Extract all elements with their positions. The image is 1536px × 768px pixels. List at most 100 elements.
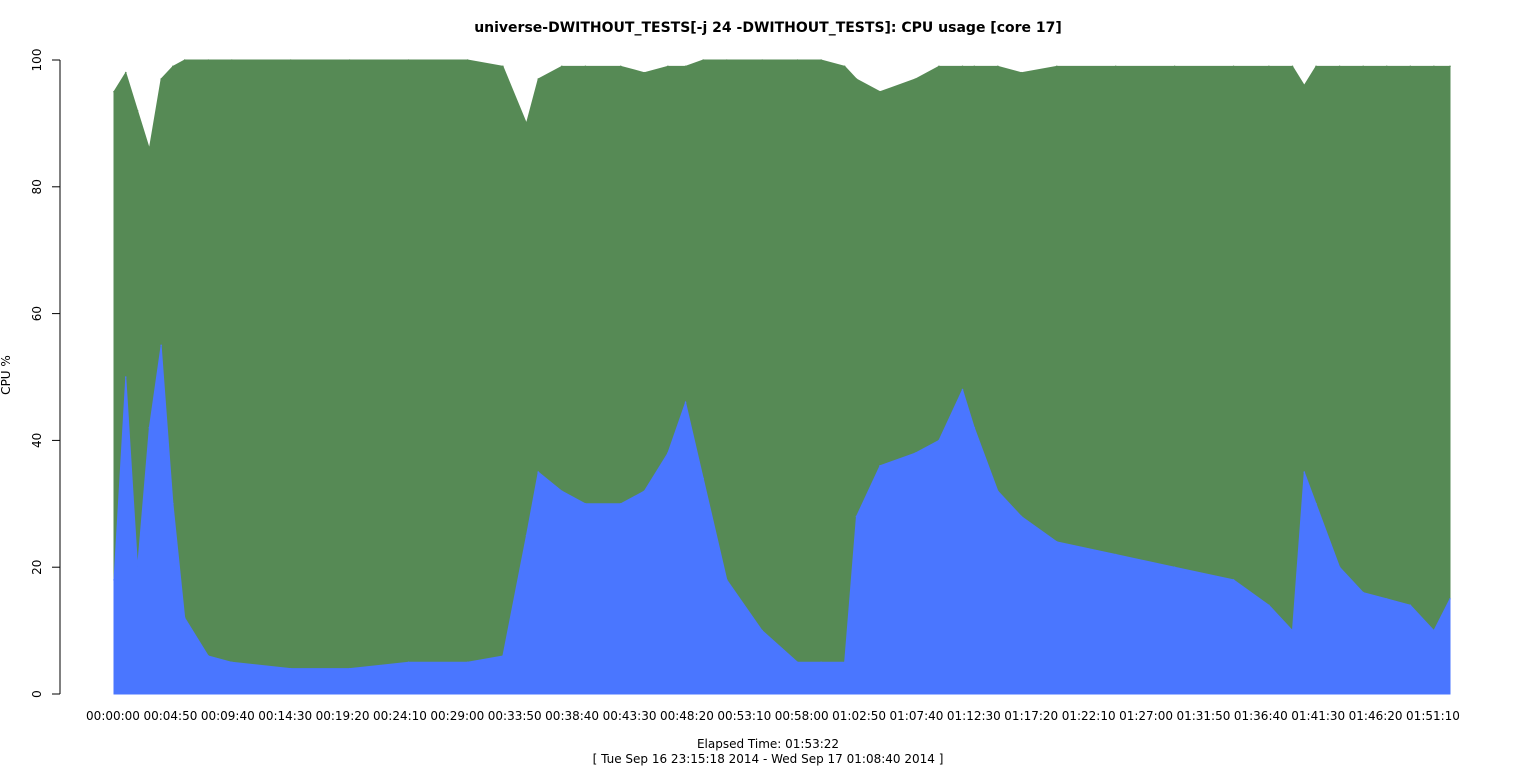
series-0-point — [1433, 629, 1435, 632]
y-tick-label: 80 — [30, 179, 44, 194]
series-1-point — [1291, 65, 1294, 68]
x-tick-label: 01:07:40 — [890, 709, 944, 723]
x-axis-title: Elapsed Time: 01:53:22 — [696, 737, 840, 751]
series-0-point — [973, 426, 976, 429]
series-0-point — [961, 388, 964, 391]
series-1-point — [667, 65, 669, 68]
y-tick-label: 100 — [30, 49, 44, 72]
series-1-point — [466, 59, 469, 61]
series-1-point — [973, 65, 976, 68]
y-tick-label: 0 — [30, 690, 44, 698]
series-1-point — [1020, 71, 1023, 74]
series-1-point — [525, 122, 528, 125]
series-1-point — [1362, 65, 1364, 68]
series-1-point — [619, 65, 622, 68]
series-0-point — [183, 617, 186, 619]
series-1-point — [407, 59, 410, 61]
y-tick-label: 60 — [30, 306, 44, 321]
series-1-point — [1385, 65, 1388, 68]
series-1-point — [502, 65, 504, 68]
y-tick-label: 20 — [30, 560, 44, 575]
series-0-point — [407, 661, 410, 664]
x-tick-label: 00:14:30 — [258, 709, 312, 723]
series-1-point — [1338, 65, 1341, 68]
x-tick-label: 00:24:10 — [373, 709, 427, 723]
series-1-point — [997, 65, 999, 68]
series-1-point — [207, 59, 210, 61]
series-1-point — [702, 59, 705, 61]
x-tick-label: 01:17:20 — [1004, 709, 1058, 723]
x-tick-label: 00:33:50 — [488, 709, 542, 723]
series-0-point — [684, 401, 687, 404]
series-0-point — [1409, 604, 1412, 607]
series-1-point — [148, 147, 151, 150]
x-tick-label: 00:19:20 — [316, 709, 370, 723]
series-1-point — [584, 65, 587, 68]
series-0-point — [348, 667, 351, 670]
series-1-point — [136, 109, 139, 112]
series-0-point — [113, 579, 115, 581]
series-1-point — [1433, 65, 1435, 68]
series-1-point — [124, 71, 127, 74]
x-tick-label: 00:04:50 — [143, 709, 197, 723]
series-1-point — [879, 90, 881, 93]
x-tick-label: 00:29:00 — [430, 709, 484, 723]
series-1-point — [1449, 65, 1451, 68]
series-1-point — [1173, 65, 1176, 68]
x-tick-label: 00:38:40 — [545, 709, 599, 723]
series-1-point — [726, 59, 728, 61]
series-1-point — [113, 90, 115, 93]
series-0-point — [1385, 598, 1388, 600]
x-tick-label: 01:02:50 — [832, 709, 886, 723]
series-0-point — [537, 471, 540, 473]
series-0-point — [796, 661, 799, 664]
series-0-point — [561, 490, 563, 492]
series-0-point — [820, 661, 822, 664]
series-1-point — [561, 65, 563, 68]
series-1-point — [1315, 65, 1317, 68]
x-tick-label: 01:41:30 — [1291, 709, 1345, 723]
y-axis: 0 20 40 60 80 100 — [30, 49, 61, 698]
series-1-point — [537, 78, 540, 80]
series-1-point — [855, 78, 858, 80]
series-0-point — [160, 344, 162, 347]
series-0-point — [207, 655, 210, 657]
plot-area — [113, 59, 1451, 695]
series-1-point — [183, 59, 186, 61]
x-tick-label: 00:58:00 — [775, 709, 829, 723]
series-0-point — [1338, 566, 1341, 568]
series-1-point — [761, 59, 763, 61]
series-1-point — [1055, 65, 1058, 68]
series-0-point — [1055, 541, 1058, 543]
x-axis: 00:00:00 00:04:50 00:09:40 00:14:30 00:19:20… — [86, 709, 1460, 723]
x-tick-label: 01:27:00 — [1119, 709, 1173, 723]
x-tick-label: 00:43:30 — [603, 709, 657, 723]
series-0-point — [643, 490, 646, 492]
series-0-point — [1020, 515, 1023, 518]
x-tick-label: 01:36:40 — [1234, 709, 1288, 723]
series-1-point — [231, 59, 233, 61]
series-1-point — [643, 71, 646, 74]
series-1-point — [289, 59, 292, 61]
x-tick-label: 00:48:20 — [660, 709, 714, 723]
series-0-point — [466, 661, 469, 664]
series-0-point — [855, 515, 858, 518]
series-1-point — [796, 59, 799, 61]
series-0-point — [667, 452, 669, 454]
series-1-point — [843, 65, 846, 68]
x-axis-subtitle: [ Tue Sep 16 23:15:18 2014 - Wed Sep 17 … — [592, 752, 944, 766]
series-0-point — [1232, 579, 1235, 581]
series-0-point — [1449, 598, 1451, 600]
series-0-point — [1173, 566, 1176, 568]
series-0-point — [761, 629, 763, 632]
series-1-point — [961, 65, 964, 68]
x-tick-label: 01:46:20 — [1349, 709, 1403, 723]
x-tick-label: 01:31:50 — [1176, 709, 1230, 723]
series-0-point — [619, 503, 622, 505]
series-0-point — [1114, 553, 1117, 556]
x-tick-label: 01:51:10 — [1406, 709, 1460, 723]
series-1-point — [172, 65, 174, 68]
series-0-point — [1315, 503, 1317, 505]
series-0-point — [525, 534, 528, 537]
x-tick-label: 00:09:40 — [201, 709, 255, 723]
